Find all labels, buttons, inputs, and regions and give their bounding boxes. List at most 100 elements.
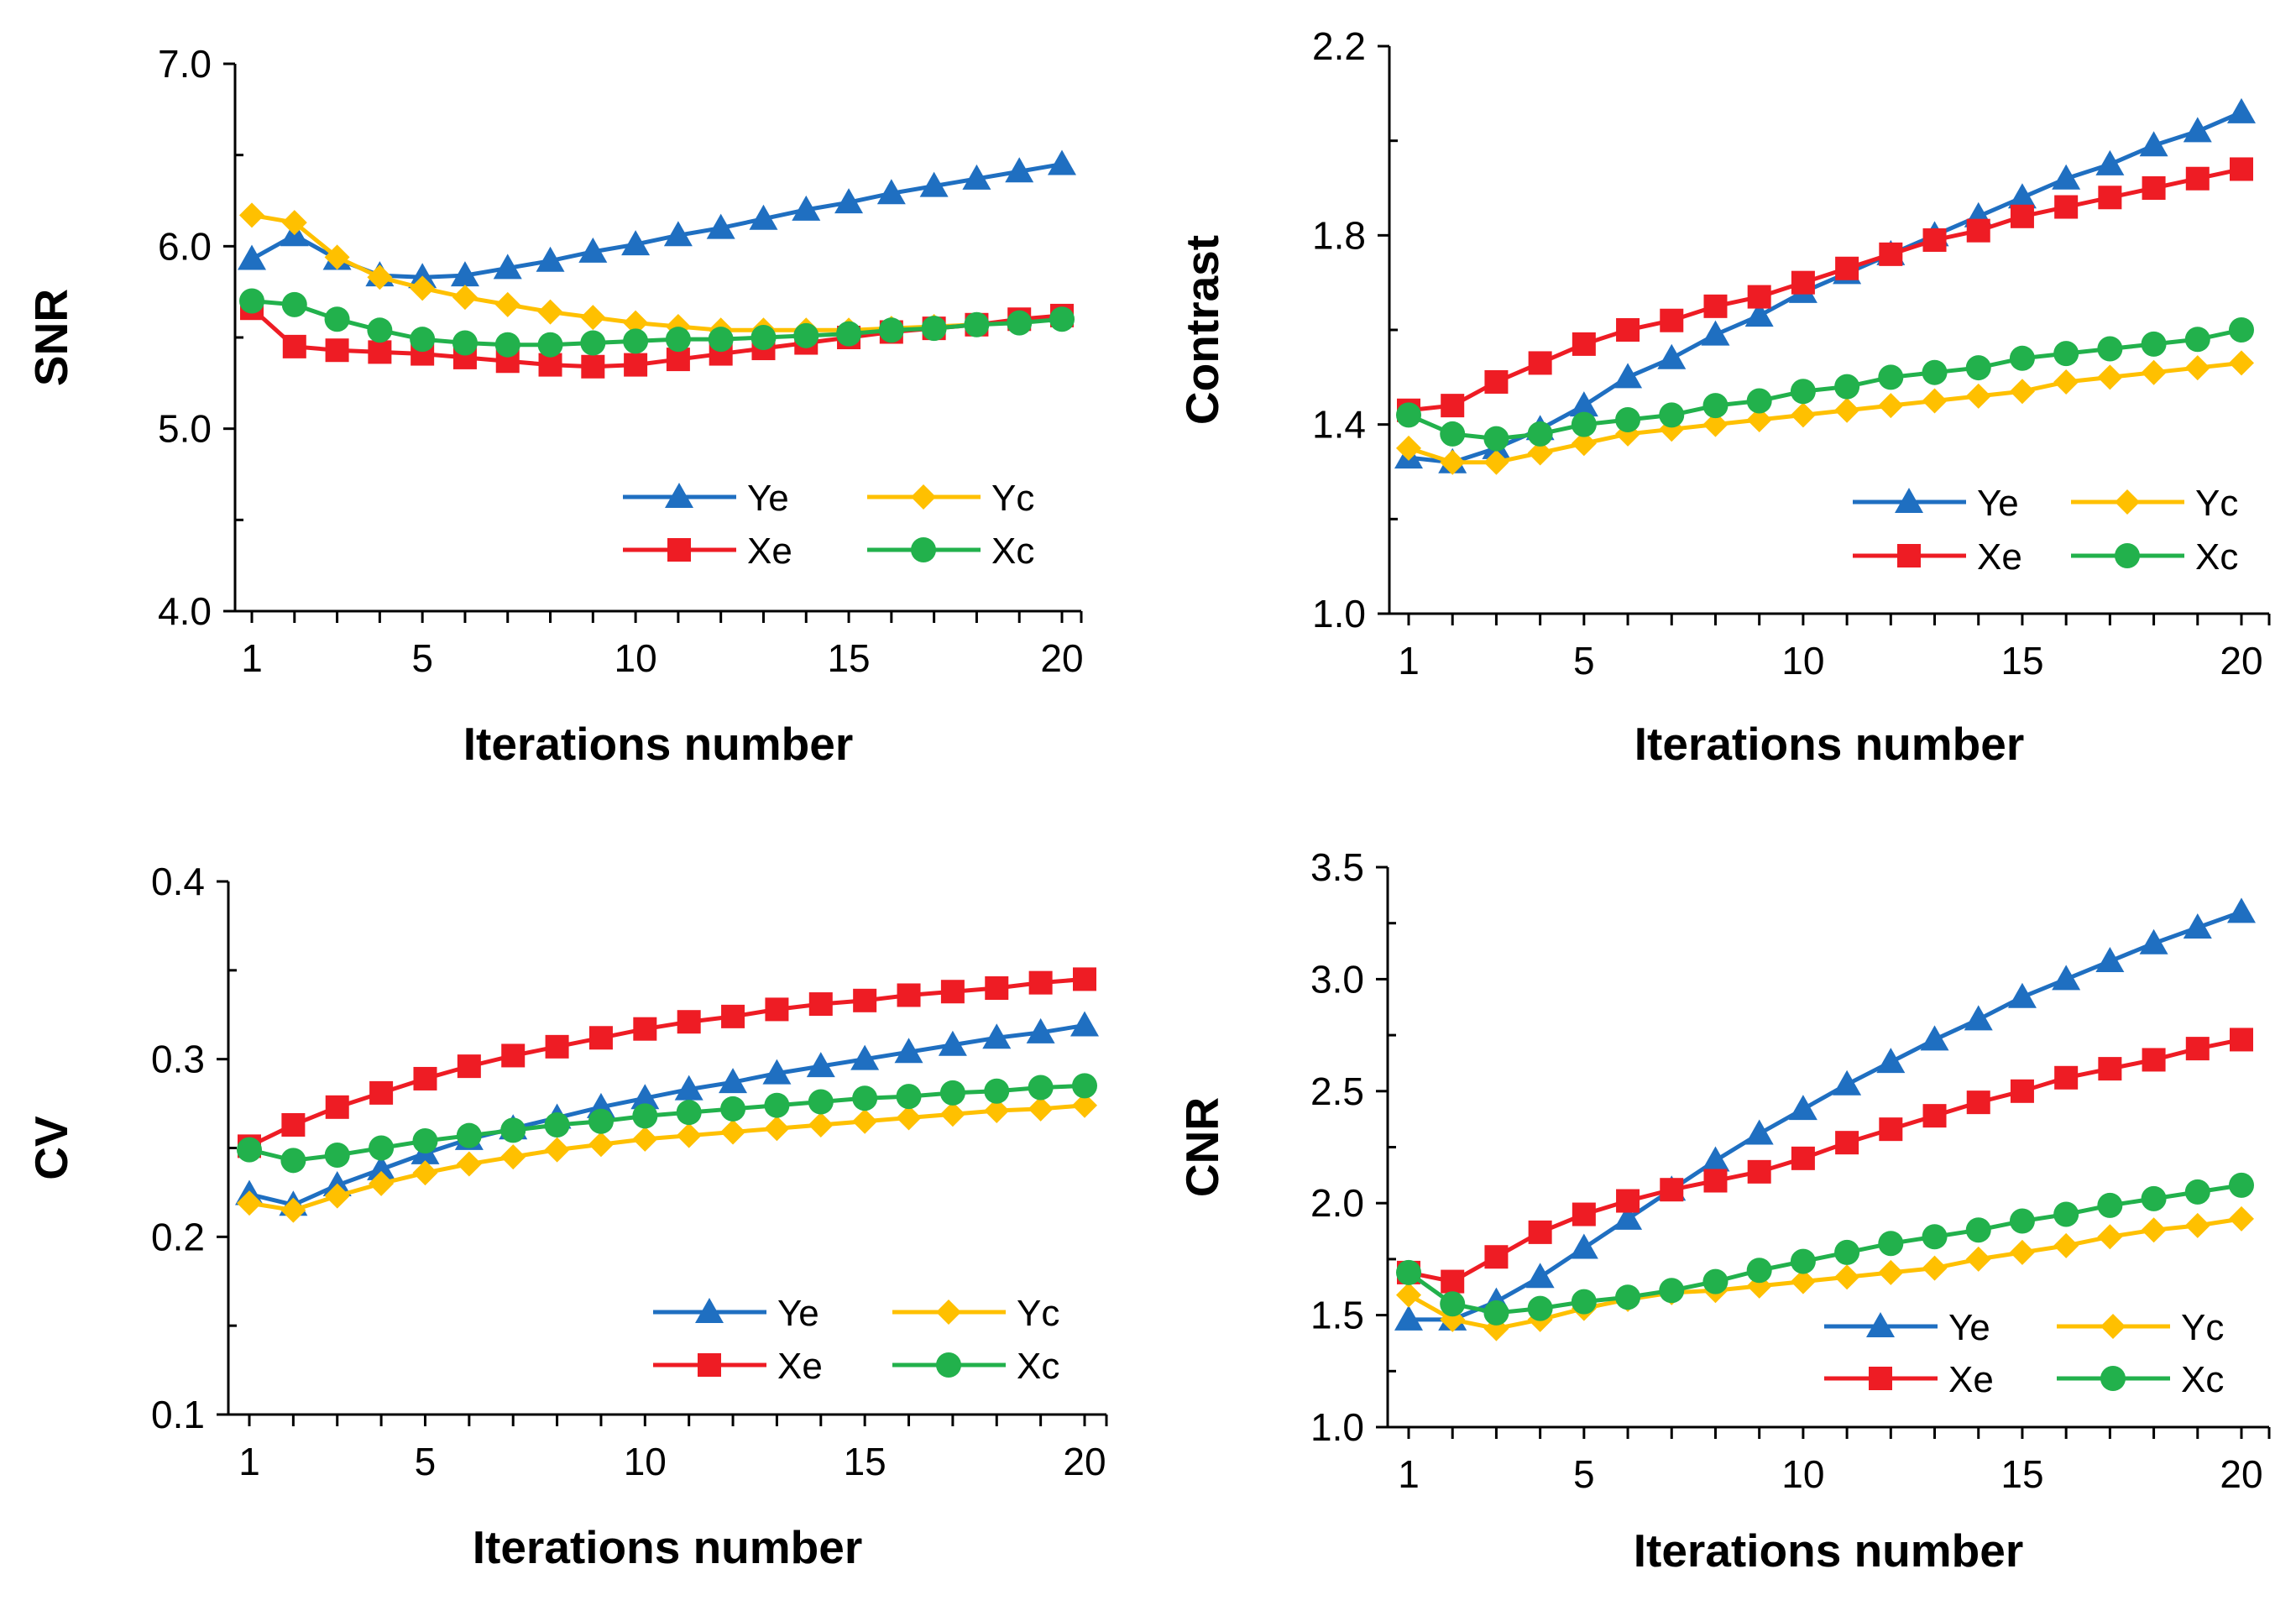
data-point-xc xyxy=(808,1089,834,1115)
data-point-xe xyxy=(369,1080,394,1105)
data-point-yc xyxy=(2009,1239,2035,1265)
data-point-xc xyxy=(456,1122,482,1148)
data-point-xe xyxy=(457,1054,481,1079)
data-point-ye xyxy=(1613,1204,1643,1230)
data-point-ye xyxy=(2007,183,2037,209)
x-tick-label: 20 xyxy=(1063,1440,1106,1483)
data-point-xe xyxy=(1616,1189,1640,1213)
data-point-xc xyxy=(921,316,947,342)
data-point-xe xyxy=(1441,1269,1465,1294)
data-point-xc xyxy=(1396,1259,1421,1285)
y-tick-label: 0.1 xyxy=(151,1393,205,1436)
legend: Ye Xe Yc Xc xyxy=(1824,1307,2224,1400)
data-point-yc xyxy=(1790,1268,1816,1294)
data-point-xc xyxy=(751,325,777,350)
data-point-yc xyxy=(1922,388,1948,414)
data-point-yc xyxy=(1028,1096,1054,1122)
data-point-xc xyxy=(1527,1295,1553,1321)
data-point-ye xyxy=(1613,363,1643,389)
data-point-ye xyxy=(1701,1146,1730,1172)
data-point-ye xyxy=(663,221,693,247)
data-point-xc xyxy=(324,306,350,332)
y-axis-title: CNR xyxy=(1176,1097,1228,1197)
data-point-ye xyxy=(919,171,949,197)
data-point-yc xyxy=(1746,407,1772,433)
legend-item-yc: Yc xyxy=(867,478,1034,519)
series-yc xyxy=(239,202,1075,343)
data-point-xc xyxy=(1659,402,1685,428)
data-point-xc xyxy=(708,327,734,353)
data-point-xc xyxy=(367,317,393,343)
data-point-xc xyxy=(1396,402,1421,428)
data-point-ye xyxy=(1876,1048,1906,1074)
data-point-ye xyxy=(1569,1233,1598,1259)
legend-marker-circle xyxy=(911,537,936,562)
data-point-ye xyxy=(2183,117,2212,143)
series-yc xyxy=(1396,1205,2254,1341)
data-point-xc xyxy=(852,1085,878,1111)
data-point-xc xyxy=(764,1092,790,1118)
data-point-xc xyxy=(2097,336,2123,362)
data-point-xc xyxy=(1615,407,1641,433)
legend-marker-triangle xyxy=(665,483,693,508)
data-point-xe xyxy=(325,338,349,363)
data-point-xe xyxy=(1528,351,1552,375)
data-point-xc xyxy=(1007,310,1033,336)
series-xc xyxy=(1396,1172,2254,1326)
data-point-yc xyxy=(1702,411,1729,437)
legend-marker-circle xyxy=(2100,1366,2126,1391)
series-xc xyxy=(1396,317,2254,452)
data-point-ye xyxy=(850,1044,880,1070)
data-point-yc xyxy=(2097,364,2123,390)
data-point-ye xyxy=(1048,149,1076,175)
data-point-xc xyxy=(984,1078,1010,1104)
data-point-xe xyxy=(545,1034,569,1059)
data-point-yc xyxy=(1527,440,1553,466)
data-point-xe xyxy=(1879,242,1903,266)
data-point-xc xyxy=(2053,1201,2079,1227)
data-point-xc xyxy=(1746,1258,1772,1284)
y-tick-label: 3.0 xyxy=(1310,957,1364,1001)
y-tick-label: 2.0 xyxy=(1310,1181,1364,1225)
data-point-xe xyxy=(588,1026,613,1050)
legend-item-xc: Xc xyxy=(2071,536,2238,578)
data-point-xe xyxy=(1747,1159,1771,1184)
data-point-xc xyxy=(1527,421,1553,447)
legend-marker-diamond xyxy=(2115,489,2140,515)
data-point-xe xyxy=(1616,318,1640,342)
data-point-yc xyxy=(369,1170,395,1196)
legend-label: Yc xyxy=(2181,1307,2224,1348)
data-point-xe xyxy=(1660,1178,1684,1202)
y-tick-label: 1.0 xyxy=(1310,1405,1364,1449)
data-point-xe xyxy=(368,340,392,364)
data-point-xe xyxy=(2098,1057,2122,1081)
legend-marker-triangle xyxy=(1866,1312,1895,1337)
data-point-xc xyxy=(939,1080,965,1106)
x-tick-label: 10 xyxy=(615,636,657,680)
data-point-xe xyxy=(1966,1090,1990,1115)
data-point-xe xyxy=(853,988,877,1012)
data-point-yc xyxy=(764,1116,790,1142)
x-tick-label: 15 xyxy=(2001,1452,2043,1496)
data-point-xe xyxy=(581,354,605,379)
data-point-yc xyxy=(500,1144,526,1170)
y-tick-label: 6.0 xyxy=(158,224,212,268)
data-point-yc xyxy=(580,305,606,331)
data-point-xe xyxy=(1028,970,1053,995)
data-point-ye xyxy=(982,1023,1012,1049)
data-point-xe xyxy=(501,1043,526,1068)
data-point-xc xyxy=(2009,345,2035,371)
data-point-xc xyxy=(1615,1284,1641,1310)
y-tick-label: 2.5 xyxy=(1310,1069,1364,1113)
legend-label: Xe xyxy=(777,1346,823,1387)
data-point-xc xyxy=(369,1135,395,1161)
x-axis-title: Iterations number xyxy=(1634,1524,2024,1577)
data-point-yc xyxy=(1878,1259,1904,1285)
data-point-yc xyxy=(2184,355,2210,381)
data-point-xc xyxy=(1028,1075,1054,1101)
data-point-ye xyxy=(1788,1095,1817,1121)
data-point-xe xyxy=(282,334,306,358)
legend-item-yc: Yc xyxy=(2071,483,2238,524)
data-point-ye xyxy=(1394,1305,1423,1331)
